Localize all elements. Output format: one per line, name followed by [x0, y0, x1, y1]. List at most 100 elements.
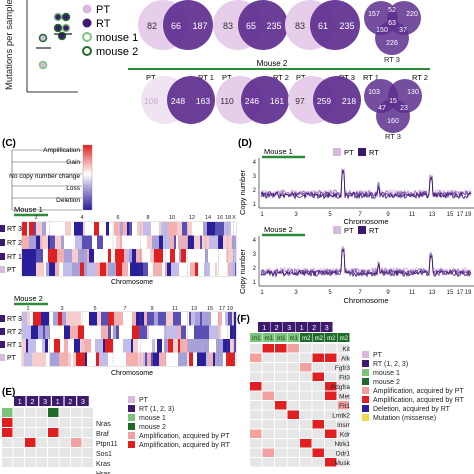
- cnv-segment: [116, 339, 118, 353]
- cnv-segment: [122, 235, 125, 249]
- cnv-segment: [44, 262, 46, 276]
- cnv-segment: [173, 339, 178, 353]
- matrix-cell: [13, 418, 24, 427]
- mouse-tag: m2: [327, 336, 336, 342]
- cnv-segment: [143, 222, 151, 236]
- cnv-segment: [235, 262, 236, 276]
- mouse2-pt-point: [38, 33, 48, 43]
- cnv-segment: [103, 235, 111, 249]
- svg-text:235: 235: [339, 21, 354, 31]
- venn-row2-1: PT RT 1 108 248 163: [141, 73, 215, 124]
- cnv-segment: [97, 235, 103, 249]
- cnv-segment: [50, 352, 59, 366]
- panel-c-tag: (C): [2, 138, 16, 149]
- svg-text:2: 2: [34, 215, 37, 221]
- matrix-cell: [250, 458, 262, 467]
- svg-text:83: 83: [223, 21, 233, 31]
- svg-text:4: 4: [253, 160, 257, 166]
- cnv-segment: [129, 249, 132, 263]
- cnv-segment: [169, 352, 178, 366]
- matrix-cell: [312, 344, 324, 353]
- svg-text:13: 13: [191, 306, 197, 312]
- svg-text:Gain: Gain: [66, 159, 80, 166]
- cnv-segment: [137, 222, 143, 236]
- copy-number-trace: [260, 247, 472, 276]
- cnv-segment: [174, 235, 176, 249]
- cnv-segment: [29, 222, 34, 236]
- cnv-segment: [178, 339, 180, 353]
- matrix-cell: [300, 382, 312, 391]
- cnv-segment: [99, 352, 108, 366]
- cnv-segment: [178, 235, 181, 249]
- cnv-segment: [36, 262, 44, 276]
- cnv-segment: [138, 352, 143, 366]
- cnv-segment: [228, 262, 230, 276]
- matrix-cell: [262, 429, 274, 438]
- cnv-segment: [133, 235, 136, 249]
- copy-number-trace: [260, 169, 472, 200]
- cnv-segment: [50, 235, 55, 249]
- cnv-segment: [179, 249, 181, 263]
- cnv-segment: [226, 352, 235, 366]
- cnv-segment: [66, 312, 73, 326]
- cnv-segment: [78, 249, 87, 263]
- cnv-segment: [125, 235, 133, 249]
- cnv-segment: [164, 325, 171, 339]
- cnv-segment: [94, 222, 99, 236]
- matrix-cell: [25, 438, 36, 447]
- cnv-segment: [64, 325, 70, 339]
- sample-header-num: 3: [81, 399, 85, 406]
- cnv-segment: [222, 249, 226, 263]
- cnv-segment: [111, 249, 115, 263]
- mouse-tag: m1: [290, 336, 299, 342]
- cnv-segment: [94, 249, 101, 263]
- cnv-segment: [209, 235, 218, 249]
- cnv-segment: [36, 235, 40, 249]
- cnv-segment: [31, 325, 38, 339]
- matrix-cell: [250, 401, 262, 410]
- panel-e-tag: (E): [2, 387, 15, 398]
- cnv-segment: [200, 235, 202, 249]
- cnv-segment: [105, 339, 113, 353]
- mouse-tag-cell: [337, 333, 350, 342]
- cnv-segment: [123, 222, 127, 236]
- svg-text:RT (1, 2, 3): RT (1, 2, 3): [139, 406, 174, 413]
- cnv-segment: [73, 352, 76, 366]
- cnv-segment: [155, 339, 157, 353]
- panel-d-xlabel-2: Chromosome: [343, 296, 388, 305]
- cnv-segment: [53, 325, 57, 339]
- cnv-segment: [130, 325, 132, 339]
- cnv-segment: [158, 325, 164, 339]
- matrix-cell: [25, 448, 36, 457]
- matrix-cell: [2, 438, 13, 447]
- matrix-cell: [71, 408, 82, 417]
- cnv-segment: [145, 352, 147, 366]
- rt-point: [53, 12, 63, 22]
- venn-row1-2: 83 65 235: [213, 0, 288, 50]
- matrix-cell: [312, 448, 324, 457]
- mouse-tag: m2: [315, 336, 324, 342]
- cnv-segment: [228, 312, 232, 326]
- matrix-cell: [300, 410, 312, 419]
- matrix-cell: [13, 438, 24, 447]
- cnv-row-labels-2: RT 3 RT 2 RT 1 PT: [0, 315, 22, 362]
- matrix-cell: [312, 372, 324, 381]
- cnv-segment: [136, 312, 144, 326]
- pt-legend-swatch: [333, 148, 341, 156]
- cnv-segment: [220, 312, 222, 326]
- cnv-row-labels-1: RT 3 RT 2 RT 1 PT: [0, 225, 22, 274]
- sample-header-num: 2: [275, 325, 279, 332]
- matrix-cell: [71, 418, 82, 427]
- svg-text:1: 1: [253, 202, 257, 208]
- cnv-segment: [128, 262, 130, 276]
- mouse-tag: m1: [277, 336, 286, 342]
- gene-label: Kras: [96, 461, 111, 468]
- sample-header-cell: [64, 396, 77, 406]
- cnv-segment: [168, 222, 177, 236]
- panel-d-ylabel-1: Copy number: [238, 169, 247, 215]
- panel-f-tag: (F): [237, 314, 250, 325]
- cnv-segment: [190, 262, 195, 276]
- cnv-segment: [68, 352, 71, 366]
- cnv-segment: [115, 249, 124, 263]
- cnv-segment: [27, 312, 30, 326]
